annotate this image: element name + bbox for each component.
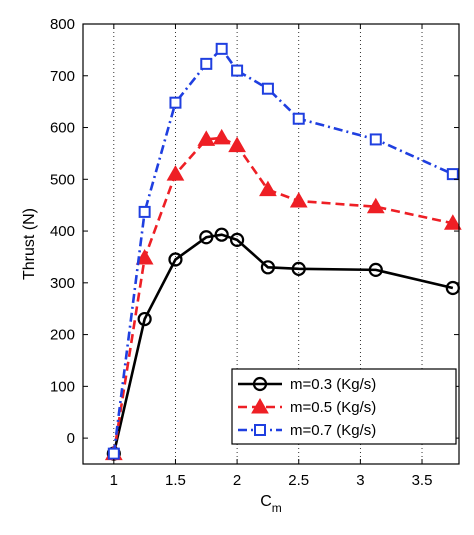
data-point-circle: [260, 260, 276, 275]
legend-marker-square: [254, 424, 266, 436]
data-point-triangle: [212, 128, 231, 145]
y-tick-label: 400: [50, 223, 75, 240]
data-point-square: [446, 168, 459, 181]
data-point-square: [231, 64, 244, 77]
data-point-circle: [229, 232, 245, 247]
x-tick-label: 3: [356, 472, 364, 489]
x-axis-label-subscript: m: [272, 501, 282, 515]
series-m-0-7-kg-s: [107, 42, 459, 460]
series-layer: [104, 42, 462, 461]
series-line-m-0-3-kg-s: [112, 233, 454, 454]
data-point-triangle: [197, 130, 216, 146]
axis-ticks: 1 1.5 2 2.5 3 3.5 0 100 200 300 400 500 600 700 800: [50, 16, 459, 489]
y-axis-label: Thrust (N): [21, 208, 38, 280]
legend-marker-triangle: [251, 397, 269, 414]
legend-label: m=0.5 (Kg/s): [290, 399, 376, 416]
y-tick-label: 300: [50, 275, 75, 292]
data-point-triangle: [289, 192, 308, 208]
legend-entry: m=0.3 (Kg/s): [238, 376, 376, 393]
grid-lines: [113, 24, 423, 464]
y-tick-label: 800: [50, 16, 75, 33]
x-axis-label-main: C: [260, 493, 272, 510]
data-point-triangle: [443, 214, 462, 230]
y-tick-label: 700: [50, 68, 75, 85]
series-line-m-0-7-kg-s: [112, 46, 454, 454]
data-point-square: [138, 205, 151, 218]
data-point-square: [215, 42, 228, 55]
x-tick-label: 2: [233, 472, 241, 489]
data-point-triangle: [228, 136, 246, 153]
y-tick-label: 0: [67, 430, 75, 447]
data-point-square: [369, 133, 382, 146]
legend-marker-circle: [252, 376, 268, 392]
x-axis-label: Cm: [260, 493, 282, 515]
data-point-circle: [291, 261, 306, 276]
data-point-circle: [368, 262, 383, 277]
data-point-circle: [137, 311, 152, 327]
data-point-square: [261, 82, 274, 95]
series-m-0-3-kg-s: [106, 227, 460, 461]
x-tick-label: 1.5: [165, 472, 186, 489]
legend: m=0.3 (Kg/s) m=0.5 (Kg/s) m=0.7 (Kg/s): [231, 368, 457, 445]
series-line-m-0-5-kg-s: [112, 136, 454, 454]
data-point-triangle: [166, 165, 185, 181]
x-tick-label: 2.5: [288, 472, 309, 489]
data-point-circle: [199, 230, 214, 245]
x-tick-label: 3.5: [412, 472, 433, 489]
y-tick-label: 500: [50, 171, 75, 188]
legend-entry: m=0.7 (Kg/s): [238, 422, 376, 439]
data-point-triangle: [366, 197, 385, 214]
data-point-square: [292, 112, 305, 125]
legend-label: m=0.7 (Kg/s): [290, 422, 376, 439]
data-point-triangle: [135, 248, 154, 265]
y-tick-label: 200: [50, 327, 75, 344]
y-tick-label: 100: [50, 378, 75, 395]
data-point-square: [169, 96, 182, 109]
legend-label: m=0.3 (Kg/s): [290, 376, 376, 393]
data-point-circle: [214, 227, 229, 242]
data-point-square: [107, 447, 120, 460]
data-point-circle: [168, 252, 183, 267]
data-point-triangle: [259, 180, 277, 197]
x-tick-label: 1: [110, 472, 118, 489]
y-tick-label: 600: [50, 120, 75, 137]
data-point-square: [200, 57, 213, 70]
plot-frame: [82, 23, 460, 465]
legend-entry: m=0.5 (Kg/s): [238, 397, 376, 416]
